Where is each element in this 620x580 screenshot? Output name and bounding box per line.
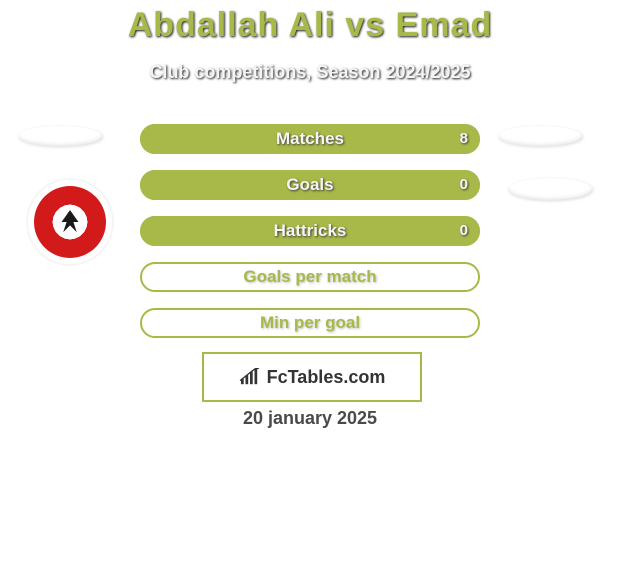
stat-bar-value: 0 bbox=[460, 170, 468, 200]
stat-bar-value: 0 bbox=[460, 216, 468, 246]
brand-text: FcTables.com bbox=[267, 367, 386, 388]
stat-bar-goals-per-match: Goals per match bbox=[140, 262, 480, 292]
stat-bar-value: 8 bbox=[460, 124, 468, 154]
page-subtitle: Club competitions, Season 2024/2025 bbox=[0, 62, 620, 83]
stat-bar-label: Min per goal bbox=[140, 308, 480, 338]
stat-bars: Matches 8 Goals 0 Hattricks 0 Goals per … bbox=[140, 124, 480, 354]
page-title: Abdallah Ali vs Emad bbox=[0, 6, 620, 45]
stat-bar-label: Goals per match bbox=[140, 262, 480, 292]
stat-bar-label: Hattricks bbox=[140, 216, 480, 246]
bar-chart-icon bbox=[239, 368, 261, 386]
comparison-infographic: Abdallah Ali vs Emad Club competitions, … bbox=[0, 0, 620, 580]
stat-bar-hattricks: Hattricks 0 bbox=[140, 216, 480, 246]
eagle-icon bbox=[53, 205, 87, 239]
stat-bar-goals: Goals 0 bbox=[140, 170, 480, 200]
right-player-placeholder-1 bbox=[498, 126, 582, 146]
al-ahly-badge-ring bbox=[34, 186, 106, 258]
stat-bar-label: Goals bbox=[140, 170, 480, 200]
infographic-date: 20 january 2025 bbox=[0, 408, 620, 429]
stat-bar-label: Matches bbox=[140, 124, 480, 154]
stat-bar-min-per-goal: Min per goal bbox=[140, 308, 480, 338]
stat-bar-matches: Matches 8 bbox=[140, 124, 480, 154]
left-player-placeholder-1 bbox=[18, 126, 102, 146]
right-player-placeholder-2 bbox=[508, 178, 592, 200]
club-badge bbox=[28, 180, 112, 264]
brand-box: FcTables.com bbox=[202, 352, 422, 402]
